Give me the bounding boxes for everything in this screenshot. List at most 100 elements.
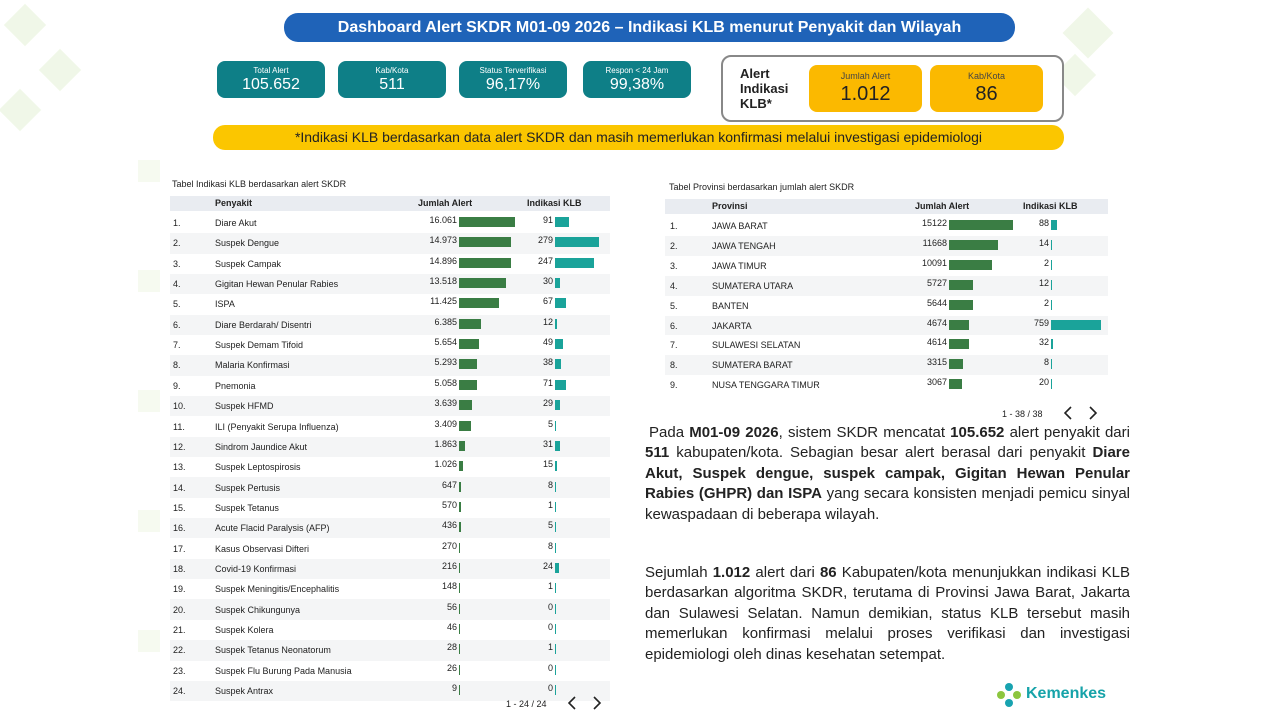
klb-bar bbox=[555, 664, 556, 675]
row-name: Suspek Kolera bbox=[215, 625, 274, 635]
row-number: 8. bbox=[173, 360, 181, 371]
pagination: 1 - 24 / 24 bbox=[506, 699, 547, 709]
next-page[interactable] bbox=[593, 695, 603, 711]
row-name: Suspek Tetanus bbox=[215, 502, 279, 513]
row-name: Suspek Tetanus Neonatorum bbox=[215, 645, 331, 656]
klb-tile: Kab/Kota 86 bbox=[930, 65, 1043, 112]
row-name: Suspek Flu Burung Pada Manusia bbox=[215, 665, 352, 676]
tile-value: 1.012 bbox=[840, 83, 891, 105]
row-number: 4. bbox=[670, 280, 678, 291]
tile-label: Kab/Kota bbox=[967, 71, 1006, 81]
paragraph: Pada M01-09 2026, sistem SKDR mencatat 1… bbox=[645, 423, 1130, 525]
alert-bar bbox=[949, 339, 969, 350]
klb-bar bbox=[555, 583, 556, 594]
row-number: 3. bbox=[173, 258, 181, 269]
alert-bar bbox=[459, 318, 482, 329]
row-number: 1. bbox=[670, 221, 678, 231]
column-header: Penyakit bbox=[215, 198, 253, 208]
table-caption: Tabel Indikasi KLB berdasarkan alert SKD… bbox=[172, 179, 347, 189]
alert-value: 14.896 bbox=[429, 255, 457, 266]
row-number: 8. bbox=[670, 360, 678, 371]
decoration bbox=[0, 3, 82, 132]
row-number: 11. bbox=[173, 421, 185, 432]
alert-bar bbox=[459, 644, 460, 655]
column-header: Indikasi KLB bbox=[1023, 201, 1078, 211]
table-header bbox=[170, 196, 610, 211]
klb-value: 759 bbox=[1033, 317, 1049, 328]
alert-value: 5.654 bbox=[434, 337, 457, 348]
alert-value: 148 bbox=[441, 581, 457, 592]
alert-bar bbox=[459, 217, 515, 227]
klb-value: 14 bbox=[1038, 237, 1049, 248]
row-name: Suspek Chikungunya bbox=[215, 604, 301, 615]
alert-bar bbox=[949, 379, 962, 390]
alert-bar bbox=[459, 257, 511, 268]
alert-value: 26 bbox=[446, 662, 457, 673]
row-number: 5. bbox=[173, 299, 181, 310]
row-name: Suspek Pertusis bbox=[215, 482, 281, 493]
row-name: JAKARTA bbox=[712, 320, 752, 331]
klb-bar bbox=[555, 542, 557, 553]
alert-bar bbox=[459, 359, 478, 370]
alert-bar bbox=[459, 542, 460, 553]
bold-text: 511 bbox=[645, 444, 670, 462]
alert-value: 11668 bbox=[922, 237, 947, 248]
text: yang secara konsisten menjadi pemicu sin… bbox=[645, 485, 1131, 523]
kpi-value: 105.652 bbox=[242, 76, 300, 93]
row-name: ISPA bbox=[215, 299, 235, 310]
row-stripe bbox=[170, 599, 610, 620]
row-name: SULAWESI SELATAN bbox=[712, 340, 801, 351]
alert-bar bbox=[459, 501, 461, 512]
pagination: 1 - 38 / 38 bbox=[1002, 409, 1043, 419]
alert-value: 436 bbox=[441, 520, 457, 531]
row-number: 19. bbox=[173, 584, 186, 595]
row-number: 10. bbox=[173, 401, 186, 412]
klb-value: 247 bbox=[537, 255, 553, 266]
row-name: Pnemonia bbox=[215, 380, 256, 391]
next-page[interactable] bbox=[1089, 405, 1099, 421]
klb-value: 49 bbox=[542, 337, 553, 348]
klb-bar bbox=[1051, 239, 1052, 250]
bold-text: M01-09 2026 bbox=[689, 424, 779, 441]
row-stripe bbox=[170, 395, 610, 417]
row-stripe bbox=[170, 355, 610, 376]
klb-value: 5 bbox=[547, 418, 553, 429]
dashboard-title: Dashboard Alert SKDR M01-09 2026 – Indik… bbox=[284, 13, 1015, 42]
alert-value: 3.409 bbox=[434, 418, 457, 429]
klb-value: 24 bbox=[542, 560, 553, 571]
prev-page[interactable] bbox=[1064, 405, 1074, 421]
row-name: JAWA TIMUR bbox=[712, 260, 767, 271]
klb-value: 71 bbox=[542, 377, 553, 388]
klb-value: 2 bbox=[1043, 257, 1049, 268]
klb-bar bbox=[1051, 279, 1052, 290]
row-name: SUMATERA UTARA bbox=[712, 280, 794, 291]
klb-bar bbox=[555, 440, 560, 451]
alert-value: 4614 bbox=[926, 337, 947, 348]
row-number: 16. bbox=[173, 523, 186, 534]
row-number: 1. bbox=[173, 218, 181, 228]
alert-bar bbox=[459, 420, 471, 431]
alert-value: 270 bbox=[441, 540, 457, 551]
alert-value: 15122 bbox=[921, 218, 947, 228]
text: , sistem SKDR mencatat bbox=[778, 424, 951, 441]
alert-value: 13.518 bbox=[429, 276, 457, 287]
prev-page[interactable] bbox=[568, 695, 578, 711]
table-header bbox=[665, 199, 1108, 214]
paragraph: Sejumlah 1.012 alert dari 86 Kabupaten/k… bbox=[645, 563, 1130, 665]
alert-value: 9 bbox=[451, 683, 457, 694]
klb-tile: Jumlah Alert 1.012 bbox=[809, 65, 922, 112]
row-number: 15. bbox=[173, 502, 186, 513]
kpi-value: 511 bbox=[379, 76, 405, 93]
row-number: 7. bbox=[173, 340, 181, 351]
row-name: Suspek Campak bbox=[215, 258, 282, 269]
klb-value: 0 bbox=[547, 683, 553, 694]
kpi-card: Respon < 24 Jam 99,38% bbox=[583, 61, 691, 98]
klb-value: 2 bbox=[1043, 297, 1049, 308]
alert-value: 3067 bbox=[926, 377, 947, 388]
klb-value: 12 bbox=[1038, 277, 1049, 288]
kpi-label: Kab/Kota bbox=[375, 66, 409, 75]
klb-bar bbox=[555, 562, 559, 573]
klb-value: 29 bbox=[542, 398, 553, 409]
kpi-label: Status Terverifikasi bbox=[479, 66, 547, 75]
kpi-value: 96,17% bbox=[485, 76, 541, 93]
